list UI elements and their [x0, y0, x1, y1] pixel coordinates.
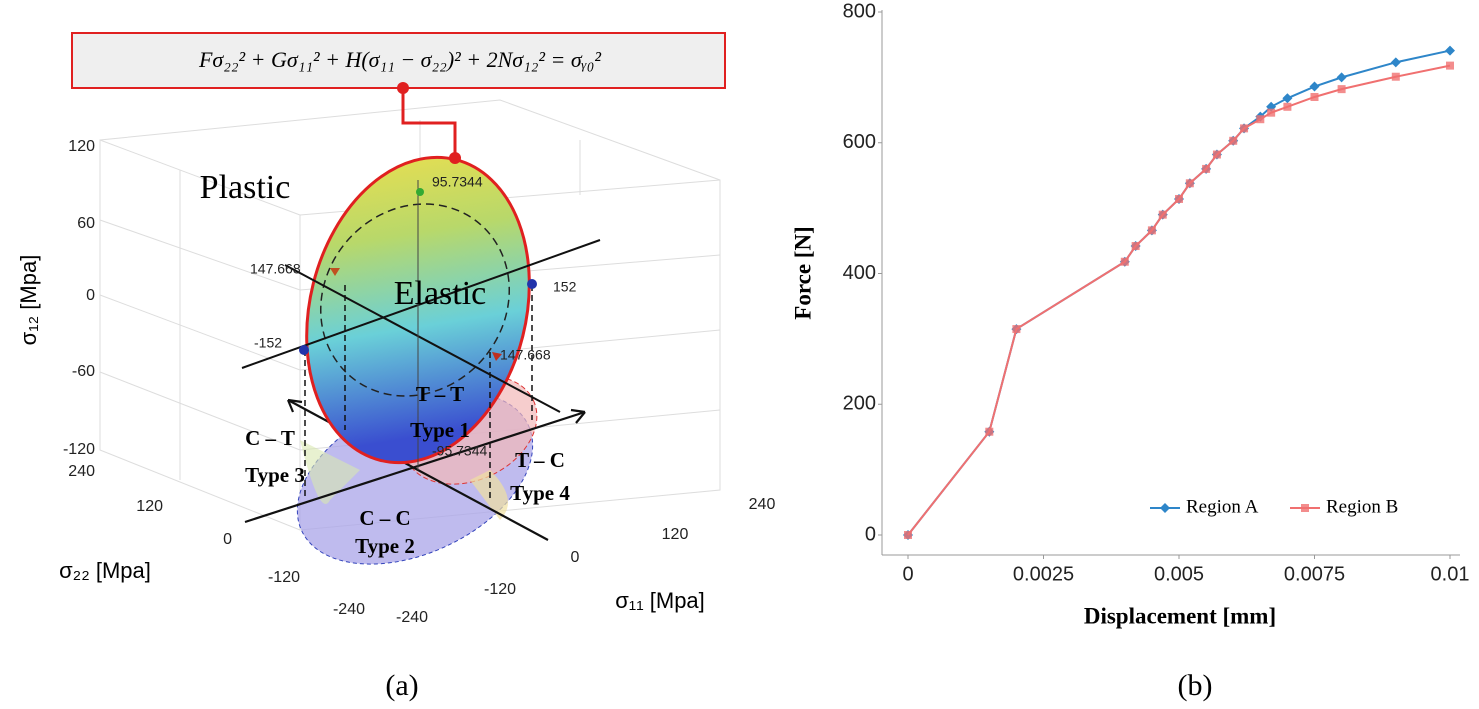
- x-axis-title: Displacement [mm]: [1084, 603, 1276, 628]
- y-tick-label: 0: [223, 531, 232, 548]
- marker: [1120, 257, 1129, 266]
- y-tick-label: 240: [68, 463, 95, 480]
- marker: [1012, 325, 1021, 334]
- quadrant-type: Type 4: [510, 481, 570, 505]
- marker: [1282, 93, 1293, 104]
- marker: [1336, 72, 1347, 83]
- marker: [1229, 136, 1238, 145]
- z-tick-label: 0: [86, 287, 95, 304]
- series-line: [907, 64, 1451, 536]
- legend-marker: [1160, 503, 1170, 513]
- marker: [1175, 194, 1183, 203]
- point-label: 147.668: [250, 261, 301, 277]
- y-tick-label: 400: [843, 262, 876, 284]
- marker: [1158, 210, 1167, 219]
- y-tick-label: 600: [843, 131, 876, 153]
- marker: [1390, 57, 1401, 68]
- connector: [401, 88, 457, 158]
- x-tick-label: -240: [396, 609, 428, 626]
- legend-marker: [1301, 504, 1309, 512]
- quadrant-type: Type 1: [410, 418, 470, 442]
- x-tick-label: 0: [571, 549, 580, 566]
- z-tick-label: 60: [77, 215, 95, 232]
- connector-dot: [449, 152, 461, 164]
- quadrant-stress: C – C: [359, 506, 410, 530]
- quadrant-stress: T – T: [416, 382, 464, 406]
- series-line: [907, 49, 1451, 536]
- marker: [1445, 45, 1455, 56]
- y-tick-label: 0: [865, 523, 876, 545]
- marker: [1185, 179, 1194, 188]
- point-label: -95.7344: [432, 443, 487, 459]
- marker: [1147, 226, 1156, 235]
- x-tick-label: 0.01: [1431, 563, 1470, 585]
- point-label: 147.668: [500, 347, 551, 363]
- marker: [1283, 102, 1292, 111]
- y-tick-label: -120: [268, 569, 300, 586]
- x-tick-label: 240: [749, 496, 776, 513]
- region-label: Elastic: [394, 275, 487, 312]
- quadrant-type: Type 3: [245, 463, 305, 487]
- equation-box: [71, 32, 726, 89]
- legend-label: Region A: [1186, 496, 1259, 517]
- z-tick-label: 120: [68, 138, 95, 155]
- quadrant-stress: C – T: [245, 426, 295, 450]
- caption: (a): [385, 669, 418, 702]
- marker: [904, 531, 912, 539]
- marker: [1202, 164, 1211, 173]
- marker: [1446, 61, 1454, 70]
- point-label: 152: [553, 279, 577, 295]
- marker: [985, 427, 994, 436]
- marker: [1212, 150, 1221, 159]
- marker: [1131, 242, 1140, 251]
- marker: [1337, 85, 1346, 94]
- x-tick-label: 0: [902, 563, 913, 585]
- region-label: Plastic: [200, 169, 291, 206]
- marker: [1256, 115, 1265, 124]
- elastic-ellipse: [319, 203, 511, 397]
- x-tick-label: 0.0075: [1284, 563, 1345, 585]
- caption: (b): [1178, 669, 1213, 702]
- x-tick-label: 120: [662, 526, 689, 543]
- x-tick-label: -120: [484, 581, 516, 598]
- quadrant-stress: T – C: [515, 448, 565, 472]
- legend-label: Region B: [1326, 496, 1398, 517]
- connector-dot: [397, 82, 409, 94]
- quadrant-type: Type 2: [355, 534, 415, 558]
- x-tick-label: 0.0025: [1013, 563, 1074, 585]
- x-axis-label: σ₁₁ [Mpa]: [615, 588, 705, 613]
- y-axis-title: Force [N]: [790, 226, 815, 319]
- y-tick-label: 200: [843, 393, 876, 415]
- marker: [1391, 72, 1400, 81]
- y-tick-label: 120: [136, 498, 163, 515]
- surface-points: [299, 188, 537, 361]
- point-label: 95.7344: [432, 174, 483, 190]
- marker: [1267, 108, 1276, 117]
- projection-lines: [304, 285, 533, 500]
- y-tick-label: -240: [333, 601, 365, 618]
- y-tick-label: 800: [843, 0, 876, 22]
- marker: [1240, 124, 1249, 133]
- y-axis-label: σ₂₂ [Mpa]: [59, 558, 151, 583]
- point-label: -152: [254, 335, 282, 351]
- marker: [1310, 92, 1319, 101]
- marker: [1309, 81, 1320, 92]
- z-tick-label: -60: [72, 363, 95, 380]
- equation: Fσ₂₂² + Gσ₁₁² + H(σ₁₁ − σ₂₂)² + 2Nσ₁₂² =…: [198, 47, 601, 72]
- z-tick-label: -120: [63, 441, 95, 458]
- z-axis-label: σ₁₂ [Mpa]: [16, 255, 41, 346]
- x-tick-label: 0.005: [1154, 563, 1204, 585]
